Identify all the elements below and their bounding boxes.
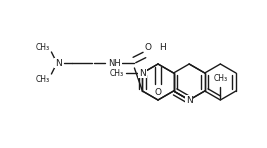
Text: CH₃: CH₃ (35, 74, 49, 83)
Text: CH₃: CH₃ (35, 42, 49, 52)
Text: H: H (159, 42, 166, 52)
Text: N: N (186, 95, 193, 104)
Text: CH₃: CH₃ (109, 69, 123, 78)
Text: O: O (145, 42, 152, 52)
Text: N: N (55, 58, 62, 67)
Text: N: N (139, 69, 146, 78)
Text: O: O (155, 87, 162, 96)
Text: CH₃: CH₃ (213, 74, 227, 82)
Text: NH: NH (108, 58, 121, 67)
